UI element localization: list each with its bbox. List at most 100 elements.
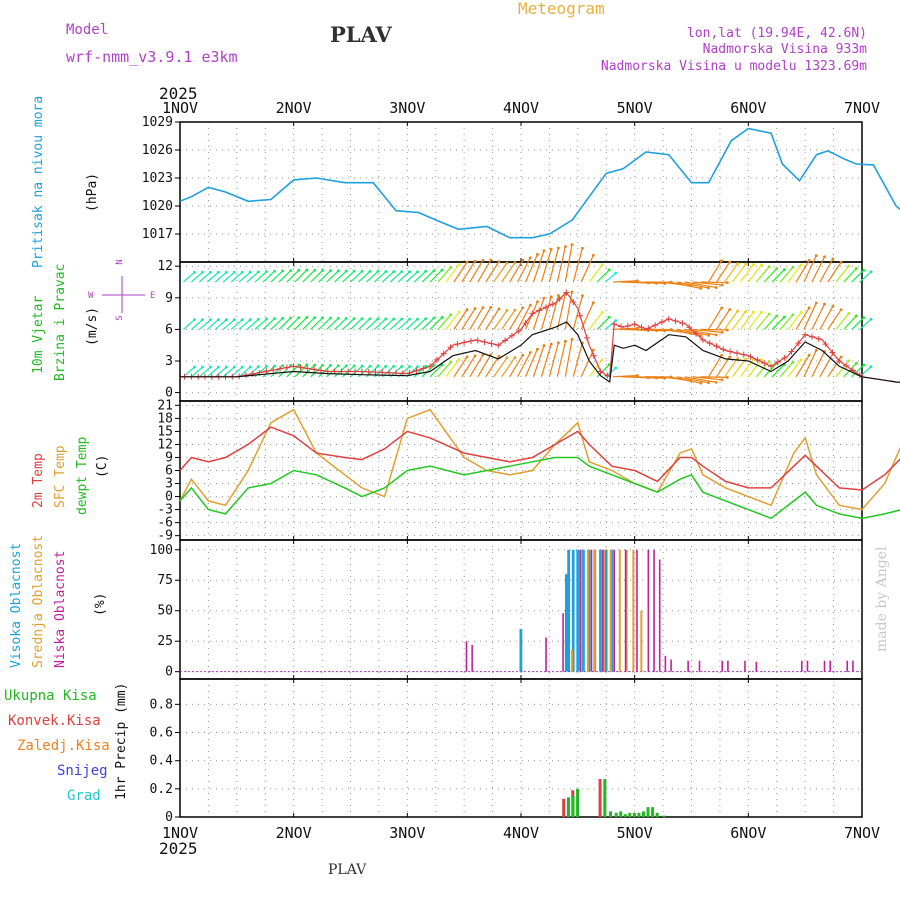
- wind-arrow: [214, 319, 227, 330]
- wind-arrow: [795, 260, 810, 283]
- svg-text:S: S: [115, 315, 125, 320]
- low-cloud-bar: [823, 660, 826, 672]
- pressure-axis: 1017 1020 1023 1026 1029: [142, 115, 863, 263]
- low-cloud-bar: [653, 549, 655, 672]
- wind-arrow-head: [265, 317, 268, 321]
- wind-arrow-head: [232, 318, 236, 322]
- wind-arrow-head: [505, 261, 509, 265]
- low-cloud-bar: [658, 559, 661, 672]
- wind-gust-marker: [529, 310, 536, 317]
- wind-arrow-head: [521, 306, 525, 310]
- wind-arrow: [731, 263, 747, 283]
- wind-arrow-head: [432, 364, 436, 367]
- wind-arrow-head: [862, 363, 866, 367]
- wind-arrow-head: [725, 281, 729, 285]
- wind-arrow-head: [720, 353, 724, 357]
- wind-arrow-head: [542, 249, 546, 253]
- sfc-temp-label: SFC Temp: [53, 445, 68, 508]
- wind-arrow: [469, 354, 484, 378]
- wind-gust-marker: [611, 321, 618, 328]
- wind-arrow: [445, 359, 460, 378]
- wind-arrow-head: [281, 364, 285, 368]
- temp-ytick-label: 9: [165, 450, 173, 465]
- wind-arrow-head: [193, 270, 196, 274]
- wind-arrow-head: [614, 271, 618, 275]
- wind-arrow-head: [720, 283, 724, 287]
- wind-gust-marker: [515, 327, 522, 334]
- wind-gust-marker: [461, 339, 468, 346]
- cloud-ytick-label: 100: [150, 543, 173, 558]
- svg-text:E: E: [150, 291, 155, 301]
- wind-arrow: [485, 261, 500, 283]
- wind-arrow: [779, 361, 794, 378]
- wind-arrow: [262, 270, 275, 283]
- dewpt-label: dewpt Temp: [75, 437, 90, 515]
- low-cloud-bar: [755, 661, 758, 672]
- wind-gust-marker: [454, 341, 461, 348]
- meteogram-title: Meteogram: [518, 0, 605, 18]
- wind-arrow: [811, 303, 826, 330]
- wind-arrow-head: [807, 258, 811, 262]
- wind-arrow-head: [707, 333, 710, 337]
- wind-arrow: [700, 328, 728, 331]
- wind-arrow-head: [224, 270, 228, 274]
- wind-compass: N W E S: [88, 259, 155, 320]
- wind-arrow-head: [256, 317, 260, 321]
- wind-arrow: [596, 316, 610, 330]
- wind-ytick-label: 6: [165, 322, 173, 337]
- high-cloud-bar: [571, 549, 575, 672]
- x-label-bottom: 5NOV: [617, 824, 653, 842]
- wind-arrow: [326, 317, 339, 330]
- wind-arrow-head: [791, 360, 795, 364]
- cloud-ytick-label: 75: [157, 573, 173, 588]
- wind-arrow-head: [600, 263, 604, 267]
- wind-arrow-head: [368, 364, 372, 368]
- legend-total-precip: Ukupna Kisa: [4, 688, 97, 704]
- wind-arrow-head: [265, 364, 268, 368]
- x-label-bottom: 3NOV: [389, 824, 425, 842]
- wind-gust-marker: [352, 368, 359, 375]
- wind-arrow-head: [720, 378, 724, 382]
- wind-arrow: [771, 316, 785, 330]
- temp-ytick-label: -9: [157, 529, 173, 544]
- wind-arrow: [294, 364, 308, 378]
- wind-arrow: [509, 354, 524, 378]
- wind-arrow-head: [814, 301, 818, 305]
- wind-gust-marker: [488, 340, 495, 347]
- pressure-ytick-label: 1017: [142, 227, 173, 242]
- wind-arrow-head: [831, 257, 835, 261]
- x-label-top: 1NOV: [162, 99, 198, 117]
- total-precip-bar: [637, 812, 641, 817]
- wind-arrow: [747, 264, 762, 283]
- temp-ytick-label: 6: [165, 464, 173, 479]
- high-cloud-label: Visoka Oblacnost: [9, 543, 24, 668]
- wind-arrow-head: [807, 306, 811, 310]
- low-cloud-bar: [698, 660, 701, 672]
- wind-arrow-head: [440, 315, 444, 319]
- wind-arrow-head: [614, 319, 618, 322]
- credit-text: made by Angel: [874, 546, 890, 652]
- wind-arrow: [723, 310, 739, 330]
- wind-arrow-head: [256, 365, 260, 369]
- wind-arrow-head: [775, 314, 779, 318]
- wind-gust-marker: [467, 337, 474, 344]
- wind-arrow-head: [240, 270, 244, 274]
- wind-arrow: [230, 271, 243, 283]
- model-label: Model: [66, 22, 108, 38]
- wind-arrow-head: [376, 317, 380, 321]
- cloud-ytick-label: 0: [165, 665, 173, 680]
- wind-arrow: [397, 318, 410, 330]
- wind-arrow-head: [232, 270, 236, 274]
- high-cloud-bar: [582, 549, 585, 672]
- wind-arrow: [835, 360, 850, 378]
- wind-gust-marker: [345, 368, 352, 375]
- wind-arrow-head: [465, 260, 469, 264]
- wind-arrow: [692, 376, 723, 381]
- low-cloud-bar: [590, 549, 593, 672]
- wind-arrow-head: [505, 309, 509, 312]
- precip-frame: [179, 678, 863, 818]
- precip-ytick-label: 0.4: [150, 754, 174, 769]
- wind-arrow-head: [581, 294, 584, 298]
- total-precip-bar: [619, 811, 623, 817]
- wind-gust-marker: [761, 360, 768, 367]
